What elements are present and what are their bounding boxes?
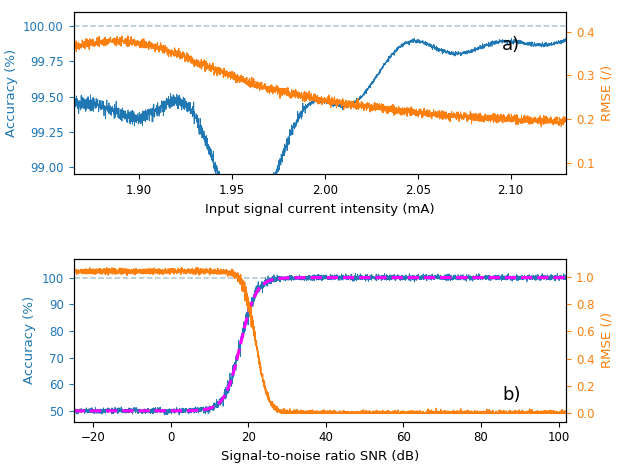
X-axis label: Signal-to-noise ratio SNR (dB): Signal-to-noise ratio SNR (dB) xyxy=(221,450,419,463)
X-axis label: Input signal current intensity (mA): Input signal current intensity (mA) xyxy=(205,203,435,216)
Text: a): a) xyxy=(502,36,520,54)
Y-axis label: Accuracy (%): Accuracy (%) xyxy=(4,49,17,137)
Y-axis label: Accuracy (%): Accuracy (%) xyxy=(23,296,36,384)
Text: b): b) xyxy=(502,386,521,404)
Y-axis label: RMSE (/): RMSE (/) xyxy=(600,312,613,368)
Y-axis label: RMSE (/): RMSE (/) xyxy=(600,65,613,121)
